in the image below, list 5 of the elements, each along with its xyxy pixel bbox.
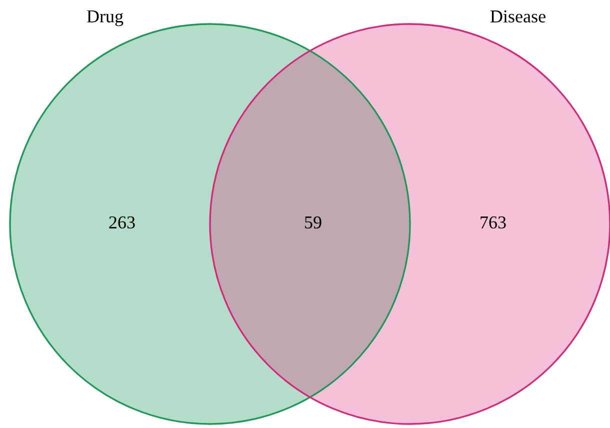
- data-label: 263: [109, 216, 135, 229]
- data-label: 59: [305, 216, 322, 229]
- data-label: 763: [480, 216, 506, 229]
- text: Drug: [86, 10, 124, 26]
- text: Disease: [490, 10, 546, 23]
